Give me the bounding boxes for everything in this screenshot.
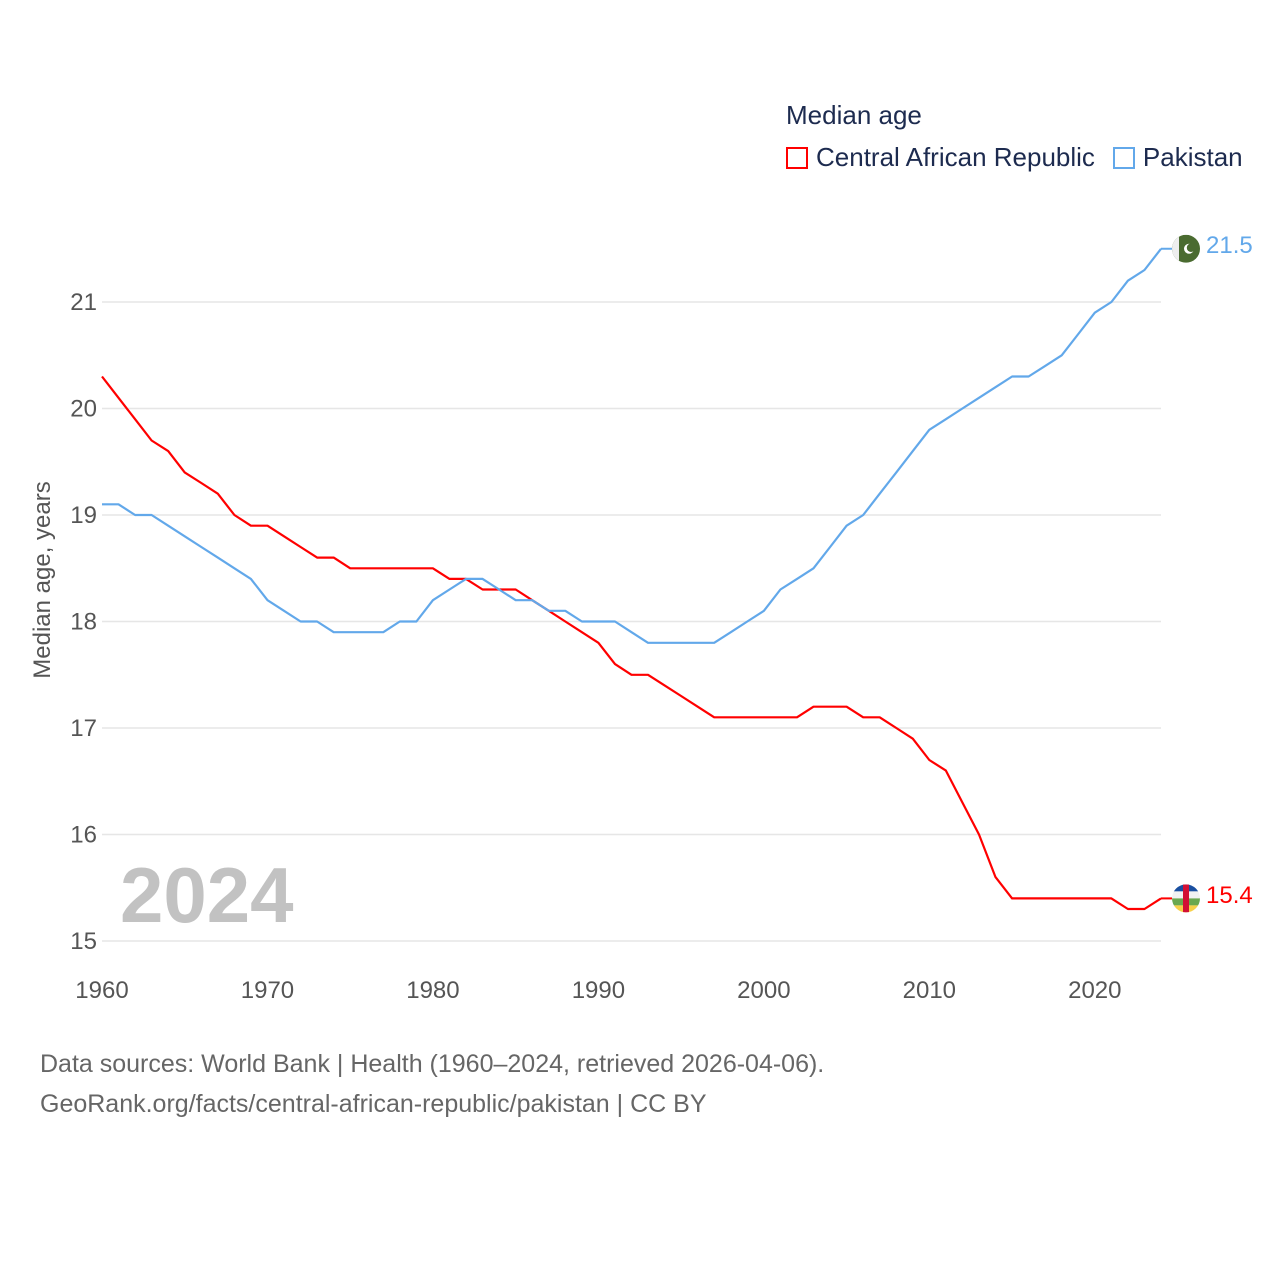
series-line-car bbox=[101, 375, 1162, 911]
car-flag-icon bbox=[1172, 884, 1200, 913]
y-tick-label: 21 bbox=[70, 289, 97, 316]
legend-title: Median age bbox=[786, 100, 922, 130]
legend-label-car[interactable]: Central African Republic bbox=[816, 142, 1095, 172]
x-tick-label: 2020 bbox=[1068, 977, 1121, 1004]
x-tick-label: 2010 bbox=[903, 977, 956, 1004]
end-label-pakistan: 21.5 bbox=[1206, 232, 1253, 259]
footer-link[interactable]: GeoRank.org/facts/central-african-republ… bbox=[40, 1090, 707, 1118]
y-tick-label: 16 bbox=[70, 822, 97, 849]
legend-swatch-car bbox=[786, 146, 808, 169]
footer-sources: Data sources: World Bank | Health (1960–… bbox=[40, 1050, 825, 1078]
y-tick-label: 15 bbox=[70, 928, 97, 955]
legend-swatch-pakistan bbox=[1112, 146, 1135, 169]
footer: Data sources: World Bank | Health (1960–… bbox=[40, 1044, 824, 1124]
end-label-car: 15.4 bbox=[1206, 882, 1253, 909]
x-tick-label: 2000 bbox=[737, 977, 790, 1004]
y-axis-ticks: 15 16 17 18 19 20 21 bbox=[70, 289, 97, 955]
current-year-watermark: 2024 bbox=[120, 851, 294, 939]
series-line-pakistan bbox=[102, 248, 1162, 644]
x-tick-label: 1960 bbox=[75, 977, 128, 1004]
legend-label-pakistan[interactable]: Pakistan bbox=[1142, 142, 1243, 172]
x-tick-label: 1970 bbox=[241, 977, 294, 1004]
end-markers bbox=[1161, 234, 1200, 913]
x-tick-label: 1990 bbox=[572, 977, 625, 1004]
y-tick-label: 17 bbox=[70, 715, 97, 742]
y-tick-label: 20 bbox=[70, 396, 97, 423]
gridlines bbox=[102, 301, 1161, 942]
y-tick-label: 18 bbox=[70, 609, 97, 636]
legend: Central African Republic Pakistan bbox=[786, 142, 1243, 173]
x-tick-label: 1980 bbox=[406, 977, 459, 1004]
series-lines bbox=[101, 248, 1162, 911]
y-tick-label: 19 bbox=[70, 502, 97, 529]
x-axis-ticks: 1960 1970 1980 1990 2000 2010 2020 bbox=[75, 977, 1121, 1004]
pakistan-flag-icon bbox=[1172, 234, 1200, 263]
y-axis-label: Median age, years bbox=[29, 481, 56, 678]
